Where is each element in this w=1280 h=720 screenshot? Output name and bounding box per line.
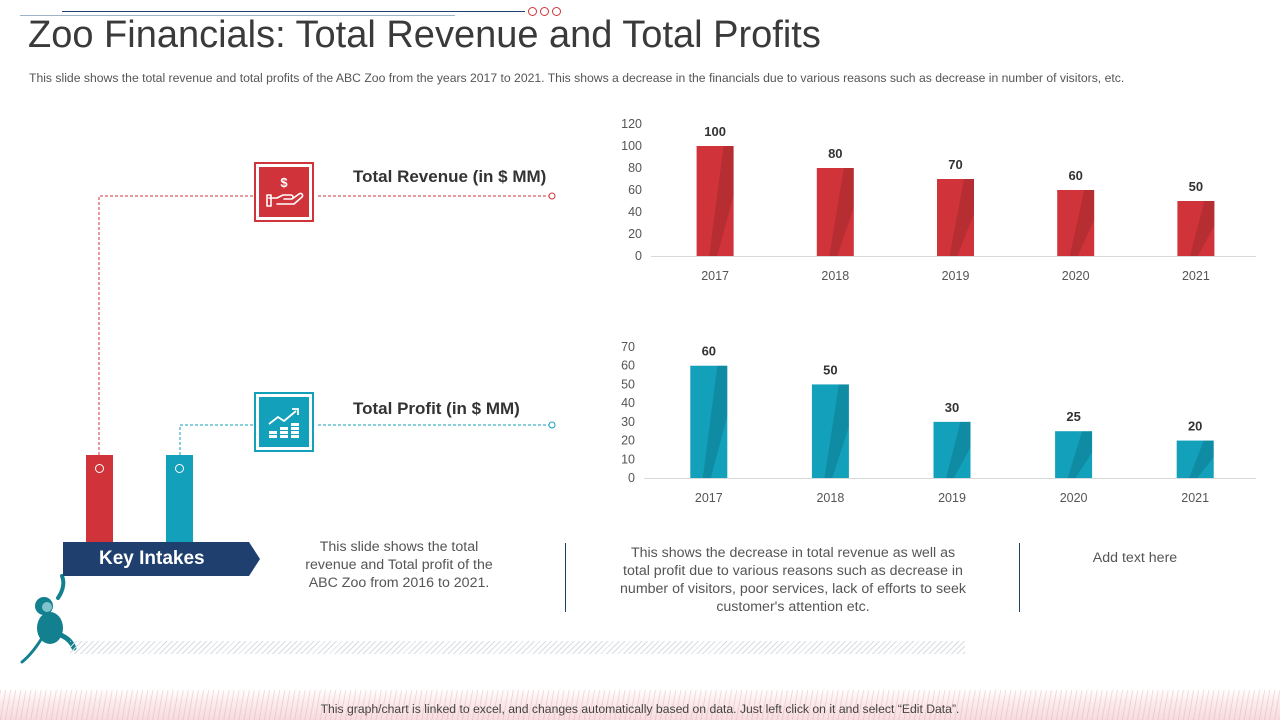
x-tick-label: 2018	[821, 269, 849, 283]
y-tick-label: 60	[621, 359, 635, 373]
data-label: 20	[1188, 419, 1202, 434]
bar-2019	[933, 421, 971, 478]
y-tick-label: 120	[621, 117, 642, 131]
footer-note: This graph/chart is linked to excel, and…	[320, 702, 960, 716]
page-subtitle: This slide shows the total revenue and t…	[29, 71, 1125, 85]
x-tick-label: 2020	[1060, 491, 1088, 505]
y-tick-label: 0	[628, 471, 635, 485]
bar-shading	[949, 179, 974, 256]
pillar-dot	[175, 464, 184, 473]
bar-shading	[1069, 190, 1095, 256]
data-label: 25	[1066, 409, 1080, 424]
revenue-label: Total Revenue (in $ MM)	[353, 167, 547, 186]
pillar-dot	[95, 464, 104, 473]
divider	[565, 543, 566, 612]
header-decoration-line	[62, 11, 525, 12]
data-label: 100	[704, 124, 726, 139]
x-tick-label: 2021	[1181, 491, 1209, 505]
hatched-divider	[70, 641, 965, 654]
revenue-bar	[816, 168, 854, 256]
y-tick-label: 70	[621, 340, 635, 354]
key-intakes-banner: Key Intakes	[63, 542, 260, 576]
key-intake-note-2: This shows the decrease in total revenue…	[620, 545, 966, 615]
header-decoration-circles	[528, 7, 561, 16]
bar-2017	[690, 365, 728, 478]
header-decoration-line-light	[20, 15, 455, 16]
bar-2021	[1176, 440, 1214, 478]
revenue-bar-chart: 0 20 40 60 80 100 120 100 2017 80 2018 70 2019 60 2020…	[621, 117, 1256, 283]
bar-shading	[1067, 431, 1093, 478]
page-title: Zoo Financials: Total Revenue and Total …	[28, 14, 821, 56]
profit-pillar	[166, 455, 193, 543]
x-tick-label: 2017	[701, 269, 729, 283]
x-tick-label: 2020	[1062, 269, 1090, 283]
data-label: 50	[823, 362, 837, 377]
data-label: 60	[1068, 168, 1082, 183]
bar-2020	[1055, 431, 1093, 478]
x-tick-label: 2017	[695, 491, 723, 505]
decoration-circle	[528, 7, 537, 16]
bar-shading	[709, 146, 734, 256]
y-tick-label: 60	[628, 183, 642, 197]
bar-2021	[1177, 201, 1215, 256]
bar-2017	[696, 146, 734, 256]
profit-bar	[690, 365, 728, 478]
data-label: 60	[702, 344, 716, 359]
bar-shading	[824, 384, 849, 478]
profit-icon-box	[254, 392, 314, 452]
x-tick-label: 2021	[1182, 269, 1210, 283]
data-label: 80	[828, 146, 842, 161]
decoration-circle	[552, 7, 561, 16]
data-label: 70	[948, 157, 962, 172]
x-tick-label: 2018	[816, 491, 844, 505]
revenue-icon-box: $	[254, 162, 314, 222]
revenue-bar	[1177, 201, 1215, 256]
y-tick-label: 100	[621, 139, 642, 153]
profit-bar	[1176, 440, 1214, 478]
y-tick-label: 80	[628, 161, 642, 175]
bar-shading	[829, 168, 854, 256]
y-tick-label: 30	[621, 415, 635, 429]
growth-coins-icon	[268, 408, 299, 438]
x-tick-label: 2019	[942, 269, 970, 283]
bar-2018	[811, 384, 849, 478]
decoration-circle	[540, 7, 549, 16]
svg-text:$: $	[280, 175, 288, 190]
footer-band	[0, 690, 1280, 720]
bar-2018	[816, 168, 854, 256]
y-tick-label: 40	[628, 205, 642, 219]
revenue-bar	[937, 179, 974, 256]
y-tick-label: 10	[621, 452, 635, 466]
profit-bar	[811, 384, 849, 478]
bar-2020	[1057, 190, 1095, 256]
divider	[1019, 543, 1020, 612]
bar-shading	[1189, 201, 1215, 256]
profit-bar	[933, 421, 971, 478]
bar-2019	[937, 179, 974, 256]
data-label: 30	[945, 400, 959, 415]
revenue-bar	[1057, 190, 1095, 256]
footer-grass-decoration	[0, 690, 1280, 720]
y-tick-label: 40	[621, 396, 635, 410]
y-tick-label: 20	[628, 227, 642, 241]
money-hand-icon: $	[266, 175, 304, 207]
data-label: 50	[1189, 179, 1203, 194]
profit-bar	[1055, 431, 1093, 478]
y-tick-label: 50	[621, 377, 635, 391]
bar-shading	[702, 365, 728, 478]
key-intake-note-1: This slide shows the total revenue and T…	[305, 539, 493, 591]
bar-shading	[946, 421, 971, 478]
y-tick-label: 20	[621, 434, 635, 448]
bar-shading	[1189, 440, 1214, 478]
profit-label: Total Profit (in $ MM)	[353, 399, 520, 418]
revenue-pillar	[86, 455, 113, 543]
key-intake-note-3: Add text here	[1092, 550, 1178, 566]
revenue-bar	[696, 146, 734, 256]
x-tick-label: 2019	[938, 491, 966, 505]
y-tick-label: 0	[635, 249, 642, 263]
